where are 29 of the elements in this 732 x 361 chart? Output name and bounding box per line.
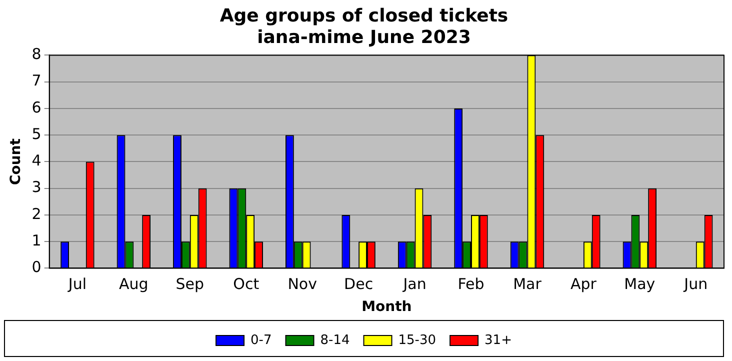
- y-axis-title: Count: [8, 138, 24, 185]
- y-tick-label: 6: [32, 98, 42, 116]
- x-tick-label: Mar: [513, 275, 542, 294]
- x-tick-label: Oct: [233, 275, 260, 294]
- y-tick-label: 3: [32, 178, 42, 196]
- x-tick-label: Nov: [288, 275, 318, 294]
- x-tick-label: Apr: [570, 275, 598, 294]
- y-tick-label: 2: [32, 204, 42, 223]
- y-tick-label: 4: [32, 152, 42, 170]
- x-axis-title: Month: [362, 299, 412, 316]
- x-tick-label: Jan: [402, 275, 426, 294]
- x-tick-label: Sep: [176, 275, 204, 294]
- legend-label: 31+: [484, 332, 512, 348]
- y-tick-label: 5: [32, 124, 42, 143]
- legend-label: 15-30: [398, 332, 436, 348]
- chart-title: Age groups of closed tickets: [220, 5, 508, 26]
- x-tick-label: Jul: [67, 275, 87, 294]
- x-tick-label: Aug: [119, 275, 148, 294]
- legend-label: 0-7: [250, 332, 272, 348]
- y-tick-label: 7: [32, 72, 42, 90]
- legend-label: 8-14: [320, 332, 350, 348]
- chart-subtitle: iana-mime June 2023: [257, 27, 471, 48]
- y-tick-label: 1: [32, 231, 42, 250]
- x-tick-label: Dec: [344, 275, 374, 294]
- x-tick-label: Feb: [458, 275, 484, 294]
- x-tick-label: Jun: [683, 275, 708, 294]
- y-tick-label: 8: [32, 45, 42, 64]
- x-tick-label: May: [624, 275, 656, 294]
- y-tick-label: 0: [32, 258, 42, 276]
